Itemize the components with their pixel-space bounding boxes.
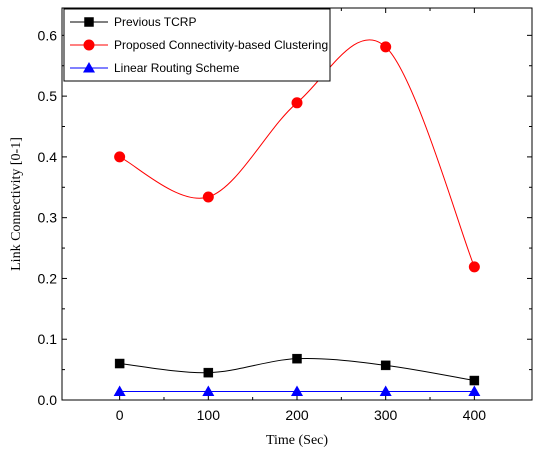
axis-ticks: 0 100 200 300 400 0.0 0.1 0.2 0.3 0.4 0.5 0.6 — [38, 8, 532, 423]
data-point-series-1 — [469, 375, 480, 386]
x-tick-label: 300 — [374, 407, 398, 423]
data-point-series-2 — [291, 97, 303, 109]
x-axis-title: Time (Sec) — [266, 433, 328, 448]
legend-label: Proposed Connectivity-based Clustering — [114, 38, 328, 52]
data-point-series-3 — [113, 385, 126, 396]
legend-label: Previous TCRP — [114, 15, 196, 29]
y-tick-label: 0.4 — [38, 149, 58, 165]
data-point-series-1 — [203, 367, 214, 378]
data-point-series-2 — [202, 191, 214, 203]
data-point-series-1 — [114, 358, 125, 369]
data-point-series-1 — [292, 353, 302, 364]
legend-marker — [83, 39, 95, 51]
x-tick-label: 400 — [463, 407, 487, 423]
legend: Previous TCRP Proposed Connectivity-based… — [63, 8, 331, 82]
legend-box — [63, 8, 331, 82]
y-axis-title: Link Connectivity [0-1] — [9, 137, 24, 271]
series-line-2 — [119, 39, 475, 268]
legend-marker — [84, 17, 94, 27]
data-point-series-1 — [380, 360, 391, 371]
y-tick-label: 0.5 — [38, 88, 58, 104]
data-point-series-3 — [468, 385, 481, 396]
x-tick-label: 200 — [285, 407, 309, 423]
data-point-series-3 — [291, 385, 303, 396]
data-point-series-3 — [202, 385, 215, 396]
x-tick-label: 100 — [197, 407, 221, 423]
data-point-series-3 — [379, 385, 392, 396]
x-tick-label: 0 — [116, 407, 124, 423]
y-tick-label: 0.6 — [38, 27, 58, 43]
y-tick-label: 0.1 — [38, 331, 58, 347]
data-point-series-2 — [114, 151, 126, 163]
legend-label: Linear Routing Scheme — [114, 61, 240, 75]
y-tick-label: 0.2 — [38, 270, 58, 286]
series-layer — [113, 39, 481, 396]
y-tick-label: 0.3 — [38, 210, 58, 226]
y-tick-label: 0.0 — [38, 392, 58, 408]
data-point-series-2 — [380, 41, 392, 53]
legend-marker — [83, 62, 95, 73]
data-point-series-2 — [468, 261, 480, 273]
